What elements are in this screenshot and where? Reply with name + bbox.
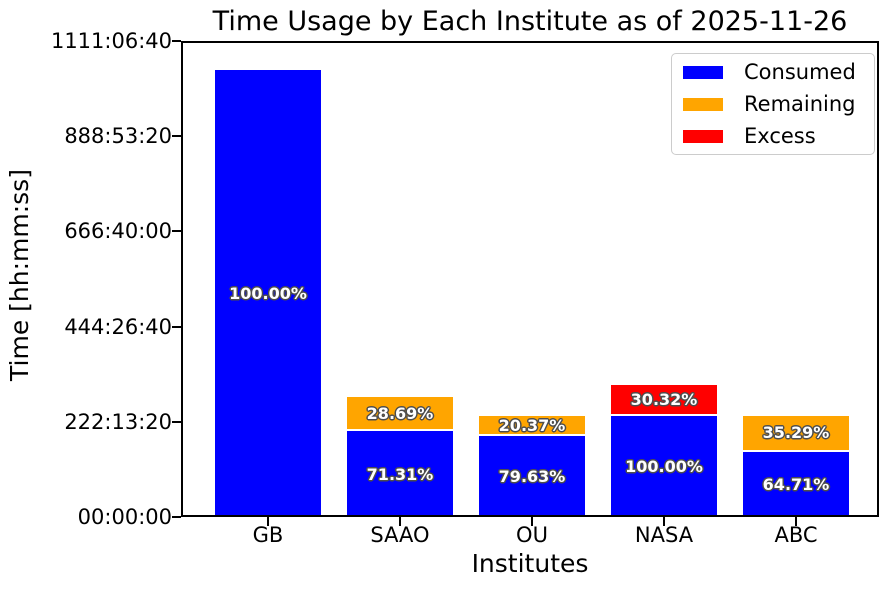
bar-value-label: 30.32% <box>630 389 698 409</box>
x-axis-label: Institutes <box>471 549 589 578</box>
x-tick-mark <box>399 517 401 526</box>
y-tick-label: 00:00:00 <box>77 505 172 529</box>
y-tick-label: 444:26:40 <box>64 314 172 339</box>
legend-label-remaining: Remaining <box>744 91 856 116</box>
y-axis-label: Time [hh:mm:ss] <box>5 169 34 381</box>
remaining-swatch-icon <box>683 97 723 111</box>
x-tick-label: NASA <box>634 523 694 547</box>
bar-value-label: 100.00% <box>625 456 703 476</box>
bar-value-label: 100.00% <box>229 283 307 303</box>
bar-value-label: 64.71% <box>762 474 830 494</box>
legend-label-excess: Excess <box>744 123 816 148</box>
y-tick-mark <box>172 516 181 518</box>
x-tick-mark <box>795 517 797 526</box>
legend-item-remaining: Remaining <box>672 88 874 120</box>
x-tick-label: SAAO <box>370 523 430 547</box>
bar-saao-consumed: 71.31% <box>347 431 453 517</box>
bar-abc-remaining: 35.29% <box>743 415 849 452</box>
bar-saao-remaining: 28.69% <box>347 397 453 432</box>
x-tick-mark <box>531 517 533 526</box>
x-tick-label: OU <box>516 523 548 547</box>
y-tick-mark <box>172 135 181 138</box>
y-tick-mark <box>172 230 181 233</box>
x-tick-label: ABC <box>774 523 818 547</box>
legend-item-excess: Excess <box>672 120 874 152</box>
y-tick-label: 222:13:20 <box>64 409 172 434</box>
y-tick-label: 888:53:20 <box>64 124 172 149</box>
excess-swatch-icon <box>683 129 723 143</box>
bar-gb-consumed: 100.00% <box>215 69 321 517</box>
bar-ou-remaining: 20.37% <box>479 416 585 437</box>
y-tick-mark <box>172 325 181 328</box>
bar-value-label: 35.29% <box>762 423 830 443</box>
y-tick-label: 1111:06:40 <box>50 29 172 53</box>
chart-title: Time Usage by Each Institute as of 2025-… <box>212 6 848 37</box>
y-tick-mark <box>172 420 181 423</box>
bar-ou-consumed: 79.63% <box>479 436 585 517</box>
consumed-swatch-icon <box>683 65 723 79</box>
y-tick-label: 666:40:00 <box>64 219 172 244</box>
x-tick-mark <box>267 517 269 526</box>
legend: Consumed Remaining Excess <box>671 53 875 155</box>
bar-value-label: 28.69% <box>366 403 434 423</box>
x-tick-mark <box>663 517 665 526</box>
legend-item-consumed: Consumed <box>672 56 874 88</box>
x-tick-label: GB <box>252 523 284 547</box>
bar-nasa-excess: 30.32% <box>611 385 717 416</box>
bar-abc-consumed: 64.71% <box>743 451 849 517</box>
y-tick-mark <box>172 40 181 42</box>
bar-value-label: 20.37% <box>498 415 566 435</box>
bar-value-label: 71.31% <box>366 464 434 484</box>
bar-nasa-consumed: 100.00% <box>611 415 717 517</box>
bar-value-label: 79.63% <box>498 467 566 487</box>
legend-label-consumed: Consumed <box>744 59 856 84</box>
